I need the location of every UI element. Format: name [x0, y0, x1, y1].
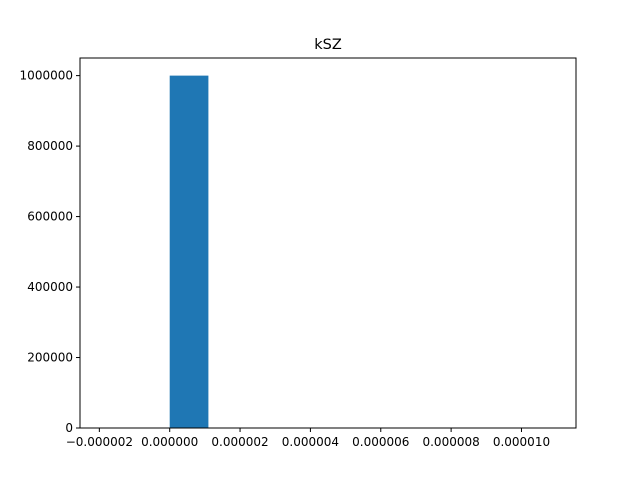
y-tick-label: 0 [65, 421, 73, 435]
y-tick-label: 800000 [27, 139, 73, 153]
chart-title: kSZ [314, 37, 342, 53]
y-tick-label: 600000 [27, 210, 73, 224]
bars-layer [170, 76, 209, 428]
x-tick-label: 0.000004 [282, 435, 339, 449]
x-tick-label: 0.000002 [211, 435, 268, 449]
histogram-bar-0 [170, 76, 209, 428]
x-tick-label: −0.000002 [66, 435, 133, 449]
x-tick-label: 0.000006 [352, 435, 409, 449]
y-tick-label: 1000000 [20, 69, 73, 83]
x-tick-label: 0.000010 [493, 435, 550, 449]
x-tick-label: 0.000000 [141, 435, 198, 449]
x-tick-label: 0.000008 [422, 435, 479, 449]
y-tick-label: 400000 [27, 280, 73, 294]
y-tick-label: 200000 [27, 351, 73, 365]
